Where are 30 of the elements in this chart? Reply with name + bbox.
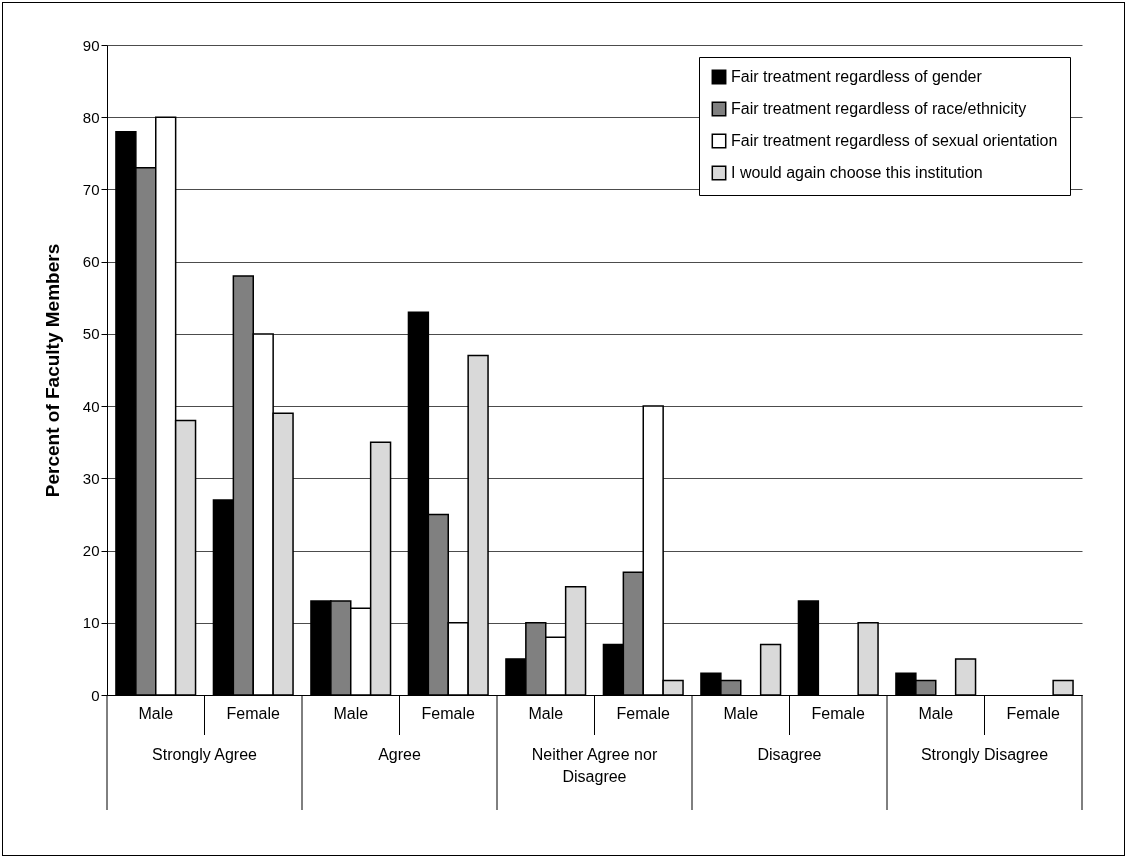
x-tick-label: Female [421,704,476,722]
x-tick-label: Male [333,704,369,722]
x-tick-label: Male [723,704,759,722]
x-tick-label: Female [811,704,866,722]
y-tick-label: 10 [82,614,100,632]
y-axis-title: Percent of Faculty Members [41,243,63,498]
text: Disagree [757,746,822,763]
x-tick-label: Female [226,704,281,722]
y-tick-label: 70 [82,180,100,198]
x-tick-label: Male [528,704,564,722]
x-tick-label: Male [138,704,174,722]
text: Agree [378,746,421,763]
x-tick-label: Female [1006,704,1061,722]
x-tick-label: Male [918,704,954,722]
y-tick-label: 60 [82,253,100,271]
x-tick-label: Female [616,704,671,722]
y-tick-label: 20 [82,542,100,560]
legend-label: Fair treatment regardless of sexual orientation [731,132,1058,149]
y-tick-label: 50 [82,325,100,343]
text: Neither Agree nor Disagree [531,746,658,785]
y-tick-label: 90 [82,36,100,54]
y-tick-label: 0 [91,686,100,704]
y-tick-label: 30 [82,469,100,487]
y-tick-label: 80 [82,108,100,126]
legend-label: I would again choose this institution [731,164,983,181]
text: Strongly Disagree [920,746,1049,763]
legend-label: Fair treatment regardless of gender [731,68,983,85]
text: Strongly Agree [152,746,258,763]
y-tick-label: 40 [82,397,100,415]
legend-label: Fair treatment regardless of race/ethnicity [731,100,1027,117]
